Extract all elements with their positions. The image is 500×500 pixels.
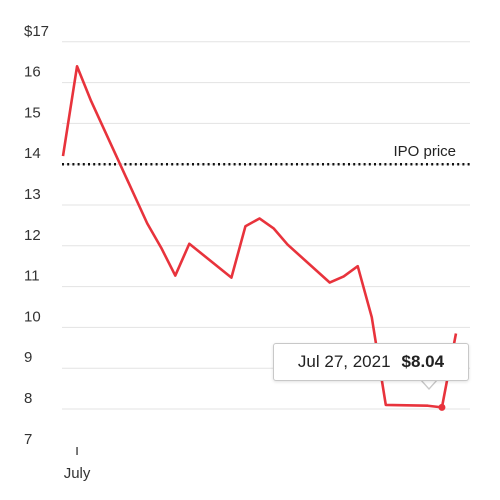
y-axis-ticks: $17 16 15 14 13 12 11 10 9 8 7 — [24, 23, 49, 448]
y-tick-label: 7 — [24, 431, 32, 448]
y-tick-label: 16 — [24, 64, 41, 81]
reference-line-group: IPO price — [62, 143, 470, 166]
highlight-point — [438, 403, 446, 411]
y-tick-label: 10 — [24, 308, 41, 325]
y-tick-label: 11 — [24, 268, 40, 285]
price-series — [61, 64, 458, 411]
y-tick-label: 8 — [24, 390, 32, 407]
y-tick-label: 9 — [24, 349, 32, 366]
y-tick-label: 15 — [24, 104, 41, 121]
tooltip-date: Jul 27, 2021 — [297, 352, 391, 371]
price-line — [61, 64, 458, 409]
y-tick-label: $17 — [24, 23, 49, 40]
tooltip-pointer-fill — [421, 379, 437, 388]
ipo-price-label: IPO price — [393, 143, 456, 160]
price-tooltip: Jul 27, 2021 $8.04 — [273, 343, 469, 381]
tooltip-value: $8.04 — [401, 352, 445, 371]
x-axis-ticks: July — [64, 447, 91, 482]
y-tick-label: 14 — [24, 145, 41, 162]
y-tick-label: 13 — [24, 186, 41, 203]
x-tick-label: July — [64, 465, 91, 482]
y-tick-label: 12 — [24, 227, 41, 244]
